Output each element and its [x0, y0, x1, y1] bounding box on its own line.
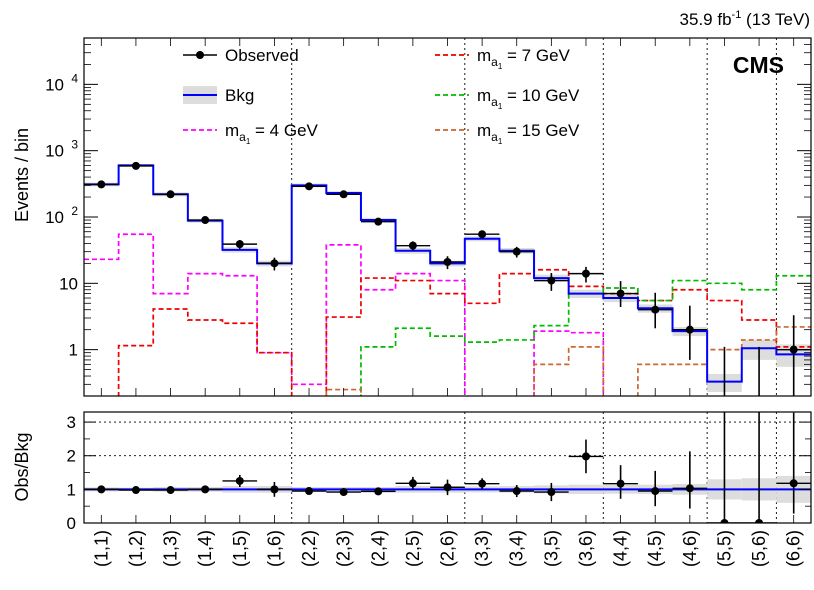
x-tick-label: (3,6) [576, 530, 596, 567]
x-tick-labels: (1,1) (1,2) (1,3) (1,4) (1,5) (1,6) (2,2) (2,3)… [91, 530, 803, 567]
obs-point-(1,6) [270, 259, 279, 268]
bottom-axis-ticks: 0 1 2 3 [67, 413, 811, 533]
obs-point-(3,6) [581, 269, 590, 278]
observed-points [84, 161, 811, 396]
obs-point-(1,2) [131, 161, 140, 170]
ratio-point-(3,6) [581, 452, 590, 461]
top-ylabel: Events / bin [12, 128, 32, 222]
obs-point-(1,3) [166, 190, 175, 199]
ratio-point-(1,6) [270, 485, 279, 494]
obs-point-(3,4) [512, 247, 521, 256]
x-tick-label: (3,3) [472, 530, 492, 567]
legend-signal-label-2: ma1 = 7 GeV [477, 46, 571, 71]
x-tick-label: (2,5) [403, 530, 423, 567]
top-tick-label: 1 [69, 341, 78, 360]
x-tick-label: (2,2) [299, 530, 319, 567]
obs-point-(1,1) [97, 180, 106, 189]
x-tick-label: (1,1) [91, 530, 111, 567]
x-tick-label: (2,3) [334, 530, 354, 567]
top-tick-label: 10 [59, 274, 78, 293]
signal-line-2 [117, 268, 811, 396]
lumi-label: 35.9 fb-1 (13 TeV) [680, 9, 810, 29]
bkg-uncertainty-band [84, 163, 811, 392]
ratio-point-(3,3) [478, 479, 487, 488]
obs-point-(3,5) [547, 276, 556, 285]
legend-observed-label: Observed [225, 46, 299, 65]
x-tick-label: (3,4) [507, 530, 527, 567]
bkg-histogram [84, 164, 811, 383]
top-tick-exponent: 3 [71, 138, 78, 152]
ratio-point-(2,5) [408, 479, 417, 488]
obs-point-(3,3) [478, 230, 487, 239]
ratio-point-(2,3) [339, 488, 348, 497]
x-tick-label: (6,6) [784, 530, 804, 567]
legend-signal-label-1: ma1 = 4 GeV [225, 121, 319, 146]
bottom-ylabel: Obs/Bkg [12, 432, 32, 501]
ratio-points [84, 412, 811, 523]
legend-bkg-label: Bkg [225, 86, 254, 105]
x-tick-label: (2,4) [368, 530, 388, 567]
top-tick-exponent: 2 [71, 204, 78, 218]
ratio-point-(1,1) [97, 485, 106, 494]
legend-signal-label-4: ma1 = 15 GeV [477, 121, 580, 146]
x-tick-label: (5,6) [749, 530, 769, 567]
signal-line-1 [84, 233, 605, 396]
cms-label: CMS [733, 52, 784, 78]
top-tick-label: 10 [45, 75, 64, 94]
obs-point-(4,5) [651, 305, 660, 314]
obs-point-(4,4) [616, 289, 625, 298]
legend-signal-label-3: ma1 = 10 GeV [477, 86, 580, 111]
x-tick-label: (2,6) [438, 530, 458, 567]
bottom-tick-label: 1 [67, 480, 76, 499]
legend: Observed Bkg ma1 = 4 GeV ma1 = 7 GeV ma1 = 1… [183, 46, 580, 146]
x-tick-label: (4,5) [645, 530, 665, 567]
bkg-line [84, 164, 811, 383]
ratio-point-(3,4) [512, 487, 521, 496]
ratio-point-(4,6) [685, 484, 694, 493]
x-tick-label: (1,3) [161, 530, 181, 567]
ratio-point-(1,3) [166, 486, 175, 495]
ratio-point-(1,4) [201, 485, 210, 494]
top-axis-ticks: 1 10 10 2 10 3 10 4 [45, 38, 811, 396]
ratio-point-(2,6) [443, 483, 452, 492]
x-tick-label: (4,6) [680, 530, 700, 567]
obs-point-(2,4) [374, 217, 383, 226]
top-tick-label: 10 [45, 208, 64, 227]
ratio-point-(1,5) [235, 476, 244, 485]
obs-point-(2,6) [443, 257, 452, 266]
legend-observed-marker [196, 51, 204, 59]
bottom-plot-frame [83, 411, 812, 524]
x-tick-label: (3,5) [541, 530, 561, 567]
ratio-gridlines [84, 412, 811, 523]
ratio-point-(2,4) [374, 487, 383, 496]
bottom-tick-label: 3 [67, 413, 76, 432]
x-tick-label: (1,2) [126, 530, 146, 567]
obs-point-(2,2) [305, 182, 314, 191]
top-tick-label: 10 [45, 142, 64, 161]
x-tick-label: (1,4) [195, 530, 215, 567]
obs-point-(2,3) [339, 190, 348, 199]
x-tick-label: (1,5) [230, 530, 250, 567]
ratio-point-(4,4) [616, 479, 625, 488]
ratio-point-(2,2) [305, 487, 314, 496]
signal-line-3 [360, 274, 811, 396]
ratio-point-(1,2) [131, 486, 140, 495]
obs-point-(4,6) [685, 325, 694, 334]
bottom-panel: 0 1 2 3 Obs/Bkg [12, 411, 812, 533]
bottom-tick-label: 2 [67, 447, 76, 466]
top-tick-exponent: 4 [71, 71, 78, 85]
obs-point-(6,6) [789, 345, 798, 354]
x-tick-label: (4,4) [611, 530, 631, 567]
ratio-point-(3,5) [547, 488, 556, 497]
bottom-tick-label: 0 [67, 514, 76, 533]
x-tick-label: (1,6) [264, 530, 284, 567]
top-panel: 1 10 10 2 10 3 10 4 Events / bin CMS Observed Bk… [12, 37, 812, 397]
obs-point-(1,5) [235, 240, 244, 249]
ratio-point-(4,5) [651, 487, 660, 496]
x-tick-label: (5,5) [715, 530, 735, 567]
ratio-point-(6,6) [789, 479, 798, 488]
obs-point-(2,5) [408, 241, 417, 250]
obs-point-(1,4) [201, 216, 210, 225]
